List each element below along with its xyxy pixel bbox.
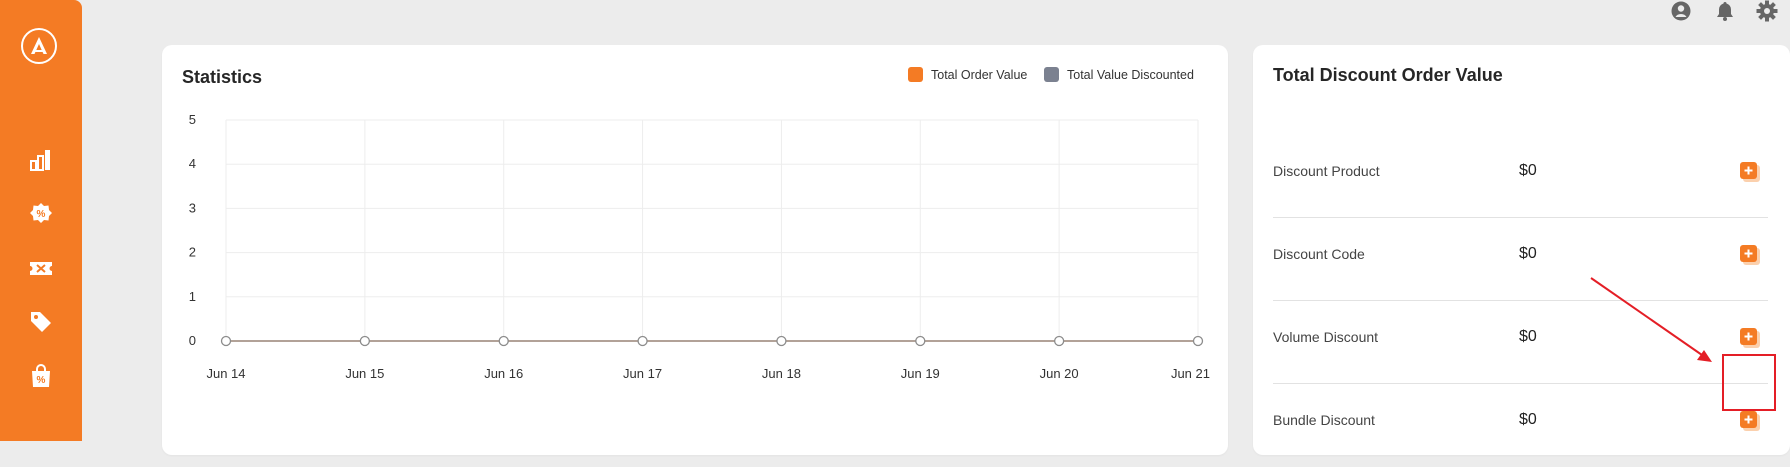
svg-text:%: %	[37, 375, 46, 386]
discount-row-code: Discount Code $0	[1273, 218, 1768, 301]
x-tick-label: Jun 19	[901, 366, 940, 381]
discount-label: Discount Product	[1273, 163, 1380, 179]
add-bundle-discount-button[interactable]	[1738, 409, 1762, 433]
gear-icon[interactable]	[1756, 0, 1778, 22]
data-point	[359, 335, 371, 347]
data-point	[498, 335, 509, 347]
discount-value: $0	[1519, 245, 1537, 262]
legend-total-value-discounted[interactable]: Total Value Discounted	[1044, 67, 1194, 82]
tag-icon[interactable]	[28, 309, 54, 335]
y-tick-label: 1	[189, 289, 196, 304]
data-point	[915, 335, 926, 347]
data-point	[776, 335, 787, 347]
discount-badge-icon[interactable]: %	[28, 201, 54, 227]
add-copy-icon	[1740, 328, 1760, 348]
discount-label: Discount Code	[1273, 246, 1365, 262]
discount-row-product: Discount Product $0	[1273, 135, 1768, 218]
ticket-icon[interactable]	[28, 255, 54, 281]
bell-icon[interactable]	[1714, 0, 1736, 22]
data-point	[1192, 335, 1204, 347]
account-circle-icon[interactable]	[1670, 0, 1692, 22]
y-tick-label: 3	[189, 200, 196, 215]
annotation-highlight-box	[1722, 354, 1776, 411]
add-copy-icon	[1740, 245, 1760, 265]
add-copy-icon	[1740, 411, 1760, 431]
add-discount-code-button[interactable]	[1738, 243, 1762, 267]
statistics-line-chart: 0 1 2 3 4 5 Jun 14 Jun 15 Jun 16 Jun 17 Jun 18 Jun …	[189, 112, 1210, 381]
discount-row-volume: Volume Discount $0	[1273, 301, 1768, 384]
statistics-card: Statistics Total Order Value Total Value…	[162, 45, 1228, 455]
svg-text:%: %	[37, 209, 46, 220]
discount-value: $0	[1519, 411, 1537, 428]
data-point	[637, 335, 648, 347]
bar-chart-icon[interactable]	[28, 147, 54, 173]
discount-label: Bundle Discount	[1273, 412, 1375, 428]
discount-card: Total Discount Order Value Discount Prod…	[1253, 45, 1790, 455]
y-tick-label: 4	[189, 156, 196, 171]
data-point	[1053, 335, 1065, 347]
x-tick-label: Jun 16	[484, 366, 523, 381]
sidebar: % %	[0, 0, 82, 441]
legend-total-order-value[interactable]: Total Order Value	[908, 67, 1027, 82]
y-tick-label: 0	[189, 333, 196, 348]
x-tick-label: Jun 18	[762, 366, 801, 381]
legend-label: Total Value Discounted	[1067, 67, 1194, 82]
discount-value: $0	[1519, 162, 1537, 179]
legend-swatch-gray	[1044, 67, 1059, 82]
add-volume-discount-button[interactable]	[1738, 326, 1762, 350]
discount-value: $0	[1519, 328, 1537, 345]
x-tick-label: Jun 17	[623, 366, 662, 381]
add-discount-product-button[interactable]	[1738, 160, 1762, 184]
app-logo[interactable]	[21, 28, 57, 64]
x-tick-label: Jun 15	[345, 366, 384, 381]
add-copy-icon	[1740, 162, 1760, 182]
statistics-title: Statistics	[182, 67, 263, 87]
discount-card-title: Total Discount Order Value	[1273, 65, 1503, 85]
discount-label: Volume Discount	[1273, 329, 1379, 345]
legend-label: Total Order Value	[931, 67, 1028, 82]
y-tick-label: 2	[189, 245, 196, 260]
data-point	[220, 335, 232, 347]
discount-row-bundle: Bundle Discount $0	[1273, 384, 1768, 467]
x-tick-label: Jun 20	[1040, 366, 1079, 381]
legend-swatch-orange	[908, 67, 923, 82]
x-tick-label: Jun 21	[1171, 366, 1210, 381]
x-tick-label: Jun 14	[206, 366, 245, 381]
shopping-bag-percent-icon[interactable]: %	[28, 363, 54, 389]
y-tick-label: 5	[189, 112, 196, 127]
